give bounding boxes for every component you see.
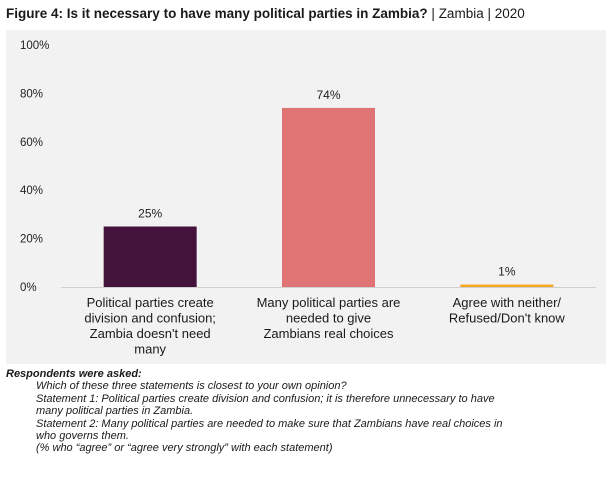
title-separator: | (487, 6, 491, 21)
notes-line: (% who “agree” or “agree very strongly” … (36, 442, 333, 455)
notes-line: Statement 1: Political parties create di… (36, 392, 495, 405)
bar (460, 284, 554, 287)
y-tick-label: 80% (20, 88, 43, 100)
data-label: 74% (316, 88, 340, 102)
y-tick-label: 60% (20, 137, 43, 149)
chart-panel: 0% 20% 40% 60% 80% 100% 25% Political parties c… (6, 30, 606, 364)
x-tick-label: Zambia doesn't need (90, 326, 211, 341)
notes-heading: Respondents were asked: (6, 368, 142, 380)
data-label: 25% (138, 207, 162, 221)
y-tick-label: 20% (20, 234, 43, 246)
x-tick-label: Agree with neither/ (453, 295, 562, 310)
y-tick-label: 40% (20, 185, 43, 197)
data-label: 1% (498, 265, 516, 279)
bar-chart: 0% 20% 40% 60% 80% 100% 25% Political parties c… (20, 40, 596, 357)
figure-title: Figure 4: Is it necessary to have many p… (6, 5, 606, 23)
y-tick-label: 0% (20, 282, 37, 294)
notes-line: Statement 2: Many political parties are … (36, 417, 503, 430)
respondents-notes: Respondents were asked: Which of these t… (6, 368, 606, 455)
bar (103, 226, 197, 287)
notes-line: Which of these three statements is close… (36, 380, 347, 393)
x-tick-label: Many political parties are (257, 295, 401, 310)
figure-title-main: Figure 4: Is it necessary to have many p… (6, 6, 428, 21)
notes-line: who governs them. (36, 430, 129, 443)
bar (282, 107, 375, 287)
x-tick-label: needed to give (286, 311, 371, 326)
title-year: 2020 (494, 6, 525, 21)
title-separator: | (431, 6, 435, 21)
title-country: Zambia (438, 6, 484, 21)
x-tick-label: many (134, 342, 166, 357)
x-tick-label: Political parties create (87, 295, 214, 310)
y-tick-label: 100% (20, 40, 49, 52)
x-tick-label: Refused/Don't know (449, 311, 566, 326)
x-tick-label: division and confusion; (84, 311, 216, 326)
x-tick-label: Zambians real choices (263, 326, 394, 341)
notes-line: many political parties in Zambia. (36, 405, 194, 418)
